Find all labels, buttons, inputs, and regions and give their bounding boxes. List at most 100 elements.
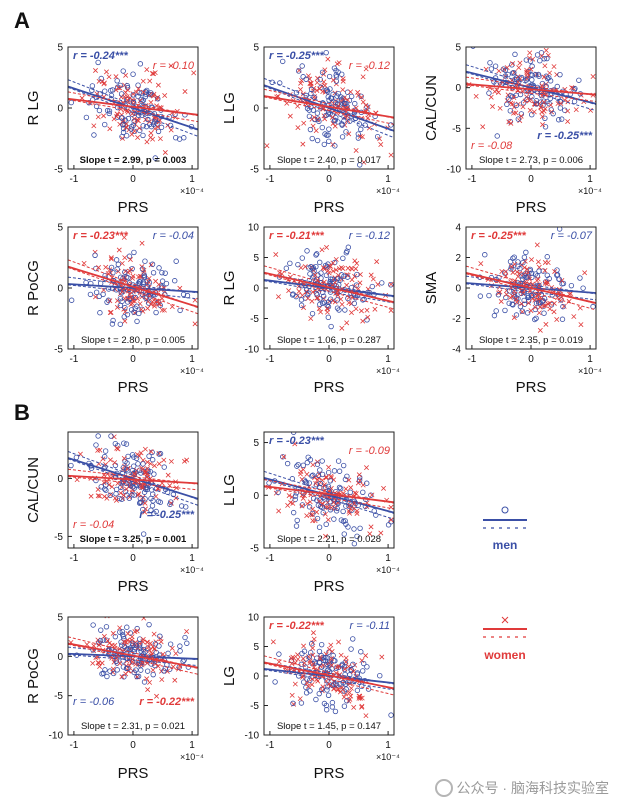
women-point	[129, 637, 135, 643]
points-group	[68, 617, 198, 699]
women-fit-line	[264, 485, 394, 504]
women-point	[114, 655, 120, 661]
men-point	[540, 102, 546, 108]
men-point	[307, 271, 313, 277]
men-point	[316, 690, 322, 697]
women-point	[343, 655, 349, 661]
x-tick-label: 1	[385, 354, 391, 365]
x-axis-label: PRS	[118, 379, 149, 396]
women-point	[116, 247, 122, 253]
men-ci-lower	[264, 669, 394, 691]
men-point	[307, 126, 314, 133]
men-point	[181, 135, 187, 141]
legend-women-marker	[501, 616, 509, 624]
men-point	[331, 65, 338, 71]
women-point	[91, 123, 97, 129]
men-point	[128, 307, 135, 313]
women-point	[155, 94, 161, 100]
women-point	[539, 53, 545, 59]
men-point	[177, 648, 183, 654]
men-point	[520, 259, 526, 266]
x-tick-label: -1	[265, 740, 274, 751]
women-point	[357, 280, 363, 286]
men-point	[580, 285, 586, 291]
women-point	[517, 270, 523, 276]
men-point	[298, 297, 305, 303]
women-point	[578, 322, 584, 328]
men-point	[507, 108, 514, 114]
women-point	[542, 106, 548, 112]
women-point	[115, 111, 121, 117]
men-point	[332, 658, 338, 664]
men-point	[374, 133, 381, 140]
slope-annotation: Slope t = 2.73, p = 0.006	[479, 155, 583, 166]
women-point	[321, 79, 327, 85]
women-ci-upper	[68, 468, 198, 485]
slope-annotation: Slope t = 2.35, p = 0.019	[479, 335, 583, 346]
men-point	[341, 703, 348, 709]
men-point	[134, 625, 140, 632]
r-men-annotation: r = -0.25***	[537, 130, 592, 142]
slope-annotation: Slope t = 1.06, p = 0.287	[277, 335, 381, 346]
women-point	[305, 683, 311, 689]
women-point	[144, 639, 150, 645]
men-point	[106, 110, 112, 117]
women-point	[322, 511, 328, 517]
men-point	[368, 492, 374, 498]
men-point	[515, 259, 521, 265]
women-point	[127, 494, 133, 500]
men-point	[177, 307, 183, 314]
men-point	[533, 101, 540, 107]
men-point	[369, 283, 375, 290]
women-point	[497, 289, 503, 295]
women-point	[328, 485, 334, 491]
women-point	[496, 90, 501, 95]
women-point	[95, 114, 101, 120]
men-point	[533, 98, 540, 104]
women-point	[146, 275, 152, 281]
men-point	[104, 299, 110, 305]
women-point	[88, 493, 94, 499]
men-point	[93, 442, 99, 448]
x-exponent-label: ×10⁻⁴	[180, 366, 204, 376]
men-point	[521, 254, 528, 260]
women-fit-line	[264, 661, 394, 690]
women-point	[551, 300, 557, 306]
men-point	[152, 155, 158, 161]
y-tick-label: 5	[253, 43, 259, 54]
women-point	[104, 478, 110, 484]
men-point	[163, 280, 170, 287]
men-point	[503, 294, 509, 301]
women-point	[292, 681, 298, 687]
men-point	[73, 454, 80, 461]
men-point	[520, 289, 527, 295]
women-point	[348, 89, 354, 95]
men-point	[324, 87, 330, 93]
men-point	[123, 133, 130, 139]
women-point	[319, 247, 325, 253]
women-point	[536, 264, 542, 270]
women-point	[270, 639, 276, 645]
women-point	[347, 681, 353, 687]
men-point	[89, 83, 96, 89]
women-point	[311, 636, 317, 642]
women-point	[313, 480, 319, 486]
women-point	[107, 310, 113, 316]
men-point	[108, 92, 115, 99]
men-point	[123, 441, 130, 447]
men-point	[352, 100, 358, 107]
women-point	[325, 267, 331, 273]
y-tick-label: -10	[245, 345, 260, 356]
women-point	[561, 303, 567, 309]
men-point	[347, 118, 353, 124]
men-point	[533, 315, 539, 321]
men-point	[323, 484, 329, 491]
women-point	[542, 303, 548, 309]
women-point	[365, 104, 371, 110]
x-tick-label: 0	[528, 354, 534, 365]
women-point	[146, 644, 151, 650]
men-point	[477, 293, 484, 299]
women-point	[276, 508, 282, 514]
women-point	[320, 265, 326, 271]
